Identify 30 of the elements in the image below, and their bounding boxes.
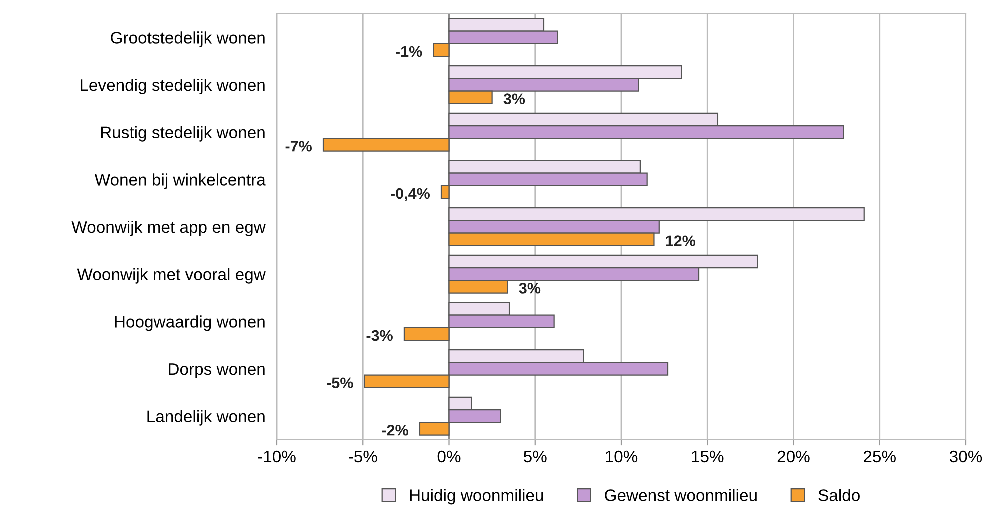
data-label: 12% [666,236,696,246]
x-tick-label: 5% [524,450,547,463]
data-label: -2% [382,425,408,436]
x-tick-label: 15% [692,450,724,463]
data-label: -7% [286,141,312,152]
data-label: -0,4% [391,188,430,202]
data-label: -1% [396,46,422,58]
y-tick-label: Levendig stedelijk wonen [81,78,265,94]
x-tick-label: 30% [950,450,982,463]
x-tick-label: 20% [778,450,810,463]
y-tick-label: Landelijk wonen [148,410,265,426]
y-tick-label: Wonen bij winkelcentra [94,174,266,190]
legend-label: Gewenst woonmilieu [605,489,757,502]
legend-label: Huidig woonmilieu [410,489,544,505]
x-tick-label: -10% [258,450,296,463]
x-tick-label: 25% [864,450,896,463]
data-label: -5% [327,378,354,388]
y-tick-label: Rustig stedelijk wonen [101,126,265,142]
y-tick-label: Woonwijk met app en egw [72,220,266,236]
x-tick-label: 10% [606,450,638,463]
data-label: -3% [366,330,393,342]
x-tick-label: -5% [349,450,378,463]
data-label: 3% [519,283,541,294]
legend-label: Saldo [818,489,860,502]
x-tick-label: 0% [438,450,461,463]
y-tick-label: Dorps wonen [169,364,265,378]
y-tick-label: Woonwijk met vooral egw [77,268,266,284]
data-label: 3% [504,94,526,105]
y-tick-label: Grootstedelijk wonen [111,32,265,48]
y-tick-label: Hoogwaardig wonen [115,316,265,332]
